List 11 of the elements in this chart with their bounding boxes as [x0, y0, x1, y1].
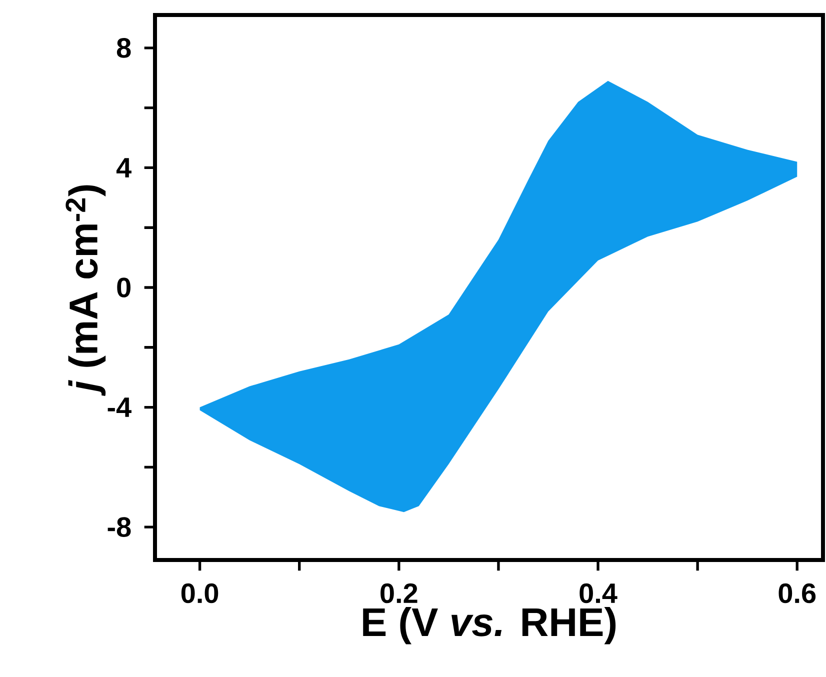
- x-tick-label: 0.0: [181, 583, 218, 604]
- y-tick-label: -8: [108, 517, 131, 537]
- x-tick-label: 0.2: [380, 583, 418, 604]
- y-tick-label: 0: [117, 278, 130, 298]
- y-tick-label: 8: [116, 38, 131, 58]
- y-tick-label: -4: [108, 398, 132, 417]
- x-axis-title: E (V vs. RHE): [363, 607, 616, 644]
- x-tick-label: 0.6: [778, 583, 816, 604]
- y-tick-label: 4: [116, 158, 132, 178]
- y-axis-title: j (mA cm$^{-2}$): [66, 185, 106, 396]
- x-tick-label: 0.4: [580, 583, 618, 604]
